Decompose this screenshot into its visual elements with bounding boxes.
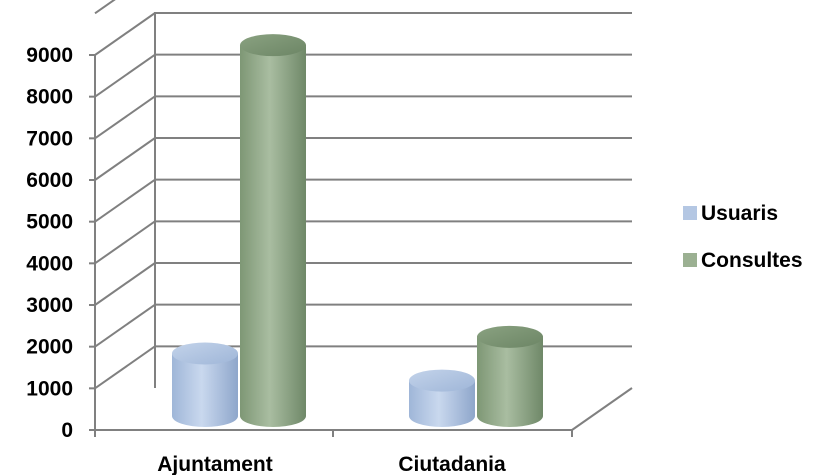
- legend: Usuaris Consultes: [683, 202, 803, 272]
- legend-swatch-consultes: [683, 253, 697, 267]
- x-axis: Ajuntament Ciutadania: [94, 430, 573, 475]
- gridline-side-7: [94, 95, 156, 140]
- x-category-label-0: Ajuntament: [157, 453, 273, 475]
- bar-consultes-ajuntament-body: [240, 45, 306, 428]
- y-tick-label-4: 4000: [26, 252, 73, 275]
- bar-usuaris-ciutadania: [409, 369, 475, 427]
- y-tick-label-5: 5000: [26, 211, 73, 234]
- gridline-side-4: [94, 220, 156, 265]
- bar-consultes-ciutadania-body: [477, 336, 543, 427]
- bar-usuaris-ajuntament-body: [172, 353, 238, 427]
- legend-label-usuaris: Usuaris: [701, 202, 778, 225]
- y-tick-label-0: 0: [61, 419, 73, 442]
- bars: [172, 34, 543, 428]
- gridline-side-8: [94, 53, 156, 98]
- gridline-side-9: [94, 12, 156, 56]
- bar-consultes-ciutadania-cap: [477, 325, 543, 348]
- y-tick-label-7: 7000: [26, 127, 73, 150]
- legend-label-consultes: Consultes: [701, 249, 803, 272]
- gridline-side-5: [94, 178, 156, 223]
- gridline-side-6: [94, 137, 156, 181]
- legend-item-consultes: Consultes: [683, 249, 803, 272]
- y-tick-label-2: 2000: [26, 336, 73, 359]
- bar-consultes-ciutadania: [477, 325, 543, 427]
- gridlines: [94, 0, 632, 390]
- bar-usuaris-ciutadania-body: [409, 380, 475, 427]
- y-tick-label-9: 9000: [26, 44, 73, 67]
- legend-item-usuaris: Usuaris: [683, 202, 778, 225]
- y-tick-label-6: 6000: [26, 169, 73, 192]
- gridline-side-2: [94, 303, 156, 348]
- y-tick-label-8: 8000: [26, 86, 73, 109]
- bar-consultes-ajuntament: [240, 34, 306, 428]
- bar-usuaris-ciutadania-cap: [409, 369, 475, 392]
- gridline-side-top: [94, 0, 116, 15]
- bar-consultes-ajuntament-cap: [240, 34, 306, 57]
- gridline-side-1: [94, 345, 156, 390]
- y-tick-label-3: 3000: [26, 294, 73, 317]
- gridline-side-3: [94, 262, 156, 306]
- legend-swatch-usuaris: [683, 206, 697, 220]
- bar-usuaris-ajuntament: [172, 342, 238, 427]
- bar-usuaris-ajuntament-cap: [172, 342, 238, 365]
- floor-right-edge: [571, 387, 633, 431]
- y-tick-label-1: 1000: [26, 377, 73, 400]
- x-category-label-1: Ciutadania: [398, 453, 506, 475]
- y-axis-ticks: 0 1000 2000 3000 4000 5000 6000 7000 8000 9000: [26, 44, 95, 442]
